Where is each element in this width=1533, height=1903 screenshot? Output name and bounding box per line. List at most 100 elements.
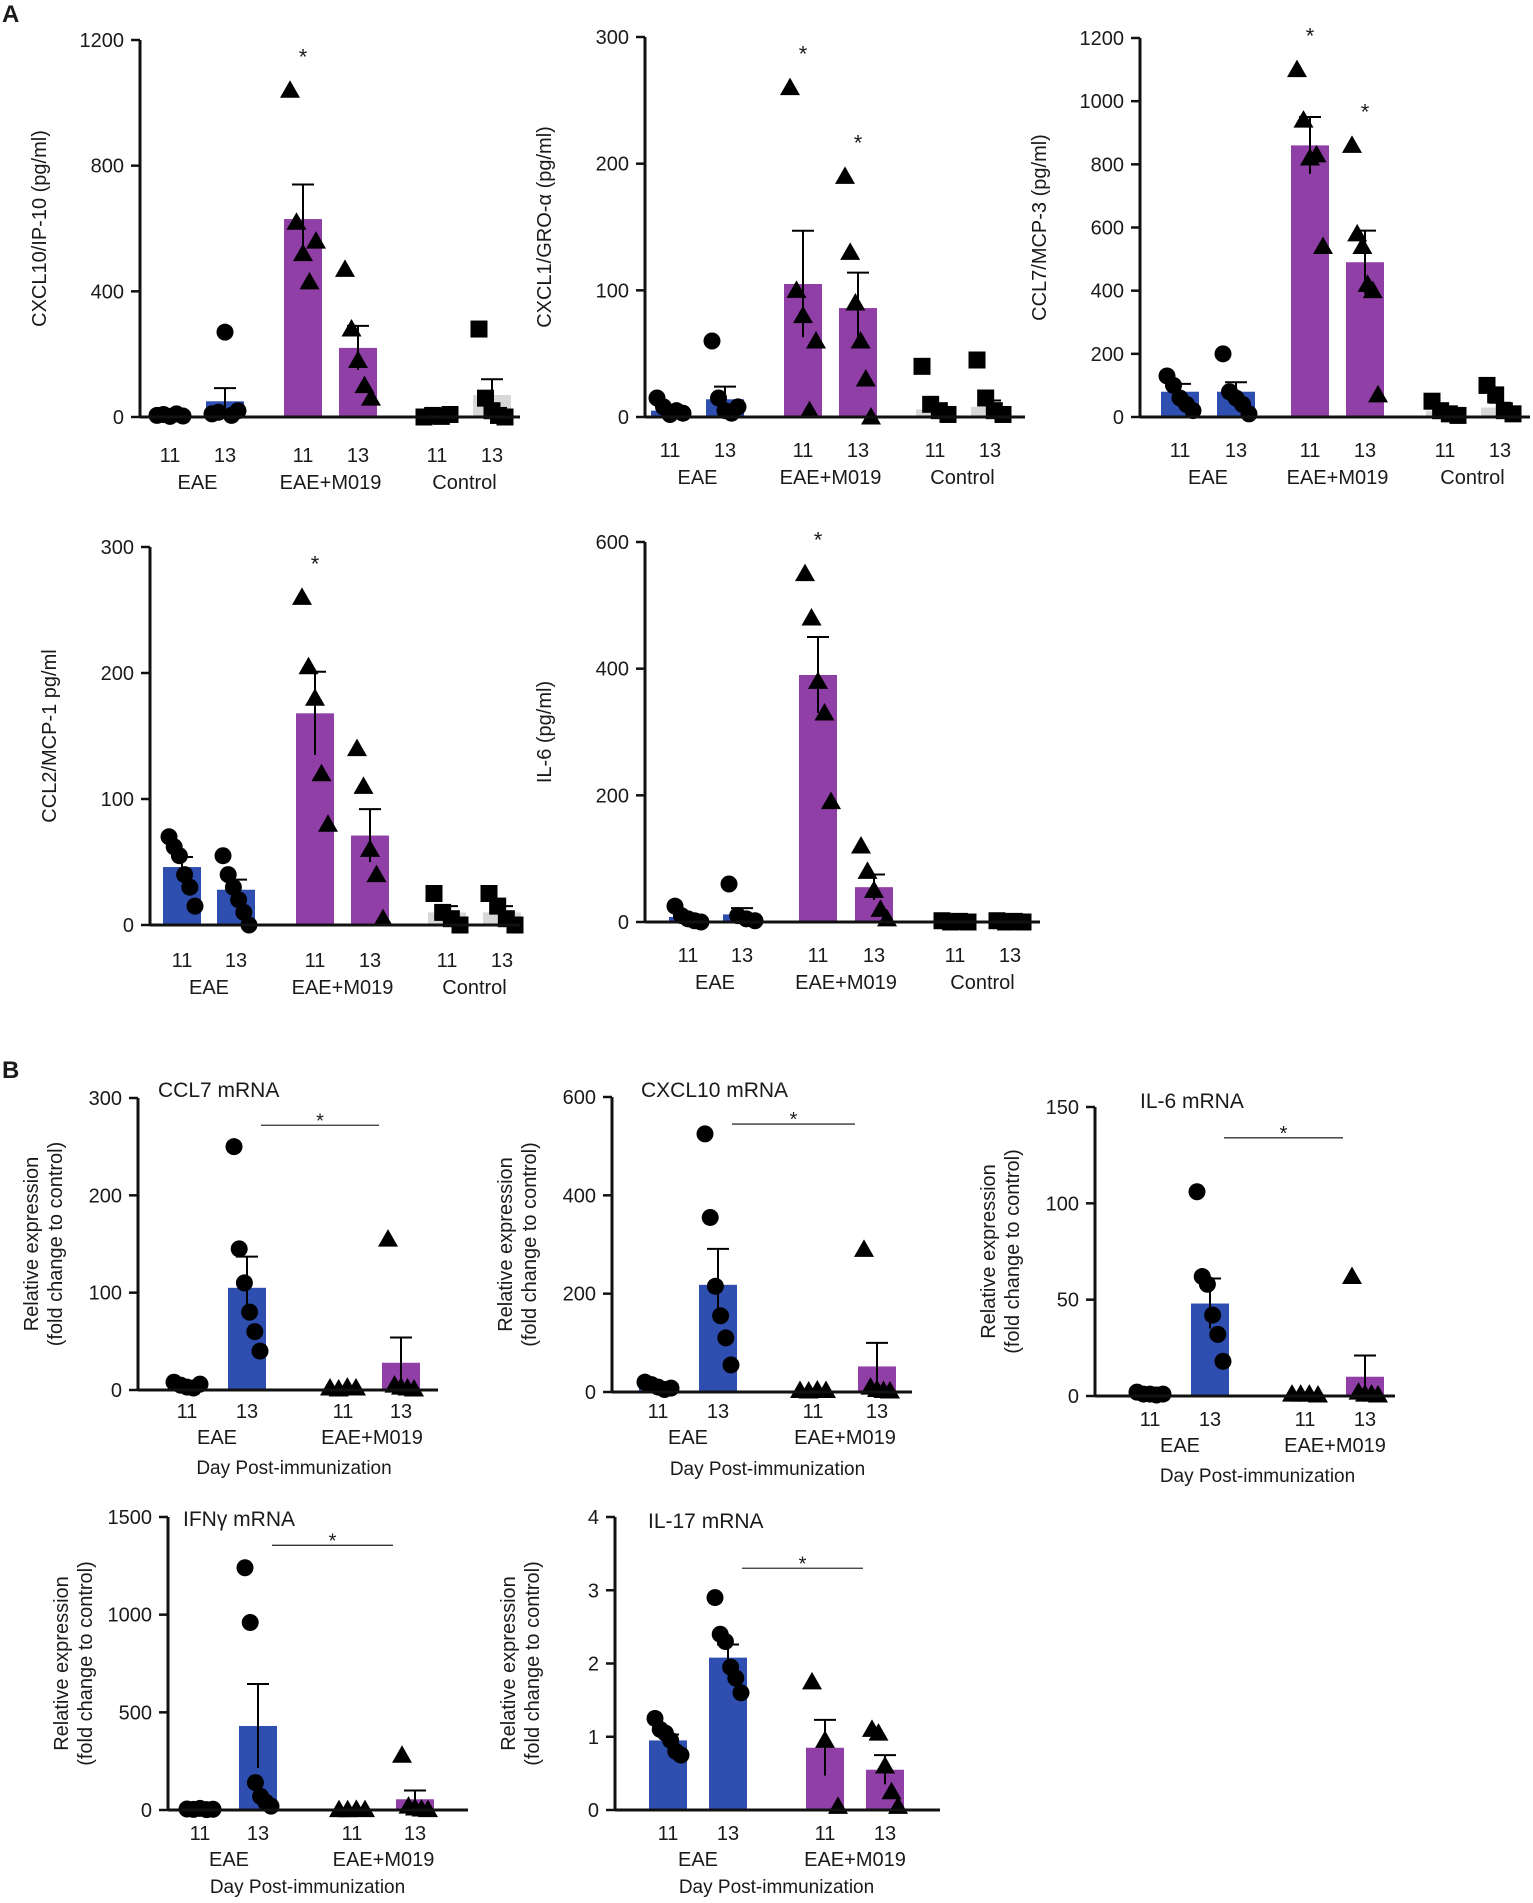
data-point-triangle <box>857 861 878 879</box>
data-point-triangle <box>786 280 807 298</box>
x-day-label: 11 <box>333 1401 354 1423</box>
data-point-triangle <box>280 80 300 98</box>
data-point-triangle <box>305 688 325 706</box>
y-tick-label: 0 <box>1068 1386 1079 1408</box>
x-group-label: EAE <box>189 977 229 999</box>
data-point-triangle <box>875 1756 895 1774</box>
data-point-triangle <box>335 259 355 277</box>
y-tick-label: 1000 <box>1080 91 1125 113</box>
x-axis-label: Day Post-immunization <box>670 1459 865 1480</box>
data-point-circle <box>710 389 727 407</box>
bar <box>1291 145 1329 417</box>
x-group-label: EAE+M019 <box>321 1427 423 1449</box>
data-point-triangle <box>799 400 820 419</box>
data-point-triangle <box>815 1730 835 1748</box>
data-point-triangle <box>418 1799 438 1818</box>
data-point-triangle <box>347 738 367 757</box>
data-point-circle <box>672 1746 690 1764</box>
x-day-label: 13 <box>999 945 1021 967</box>
chart-title: IL-17 mRNA <box>648 1510 764 1533</box>
chart-4: 0 200 400 600 IL-6 (pg/ml) 11 13 11 13 11 13 EAE EAE… <box>534 528 1040 994</box>
y-tick-label: 0 <box>111 1380 122 1402</box>
x-group-label: EAE+M019 <box>795 972 897 994</box>
data-point-circle <box>1209 1325 1227 1343</box>
x-day-label: 13 <box>731 945 753 967</box>
comparison-star: * <box>1280 1123 1288 1145</box>
y-axis-label: Relative expression <box>498 1576 520 1751</box>
y-tick-label: 200 <box>596 785 629 807</box>
data-point-circle <box>720 875 738 893</box>
data-point-triangle <box>1287 59 1307 78</box>
x-day-label: 13 <box>214 445 236 467</box>
significance-star: * <box>1306 24 1315 49</box>
y-axis-label: CCL7/MCP-3 (pg/ml) <box>1029 134 1051 321</box>
data-point-circle <box>246 1774 264 1792</box>
x-day-label: 13 <box>390 1401 412 1423</box>
x-group-label: EAE+M019 <box>292 977 394 999</box>
y-tick-label: 0 <box>113 407 124 429</box>
y-tick-label: 200 <box>101 663 134 685</box>
data-point-triangle <box>1308 1385 1328 1403</box>
data-point-triangle <box>366 864 387 883</box>
chart-0: 0 400 800 1200 CXCL10/IP-10 (pg/ml) 11 13 11 13 1… <box>29 30 520 494</box>
x-group-label: EAE+M019 <box>804 1849 906 1871</box>
x-group-label: Control <box>442 977 506 999</box>
y-tick-label: 800 <box>91 156 124 178</box>
data-point-triangle <box>292 587 312 605</box>
x-group-label: EAE+M019 <box>780 467 882 489</box>
chart-2: 0 200 400 600 800 1000 1200 CCL7/MCP-3 (pg/ml) 1… <box>1029 24 1530 489</box>
x-day-label: 11 <box>1140 1409 1161 1431</box>
x-day-label: 11 <box>803 1401 824 1423</box>
x-group-label: EAE <box>678 1849 718 1871</box>
data-point-triangle <box>1313 236 1333 254</box>
data-point-circle <box>230 1240 248 1258</box>
data-point-triangle <box>780 77 800 96</box>
x-day-label: 11 <box>1170 440 1191 462</box>
data-point-triangle <box>880 1381 900 1399</box>
y-axis-label: (fold change to control) <box>519 1142 541 1347</box>
y-tick-label: 1000 <box>108 1605 153 1627</box>
x-day-label: 13 <box>1354 440 1376 462</box>
y-axis-label: CXCL1/GRO-α (pg/ml) <box>534 126 556 328</box>
data-point-triangle <box>835 166 855 184</box>
data-point-triangle <box>360 839 380 857</box>
y-tick-label: 0 <box>588 1800 599 1822</box>
x-group-label: EAE+M019 <box>794 1427 896 1449</box>
y-tick-label: 300 <box>596 27 629 49</box>
y-axis-label: (fold change to control) <box>45 1142 67 1347</box>
x-group-label: Control <box>950 972 1014 994</box>
panel-label-b: B <box>2 1057 19 1084</box>
data-point-square <box>1504 405 1522 423</box>
data-point-triangle <box>311 763 332 782</box>
x-day-label: 11 <box>808 945 829 967</box>
y-tick-label: 100 <box>596 280 629 302</box>
data-point-triangle <box>341 319 362 337</box>
x-day-label: 11 <box>815 1823 836 1845</box>
data-point-circle <box>1165 376 1182 394</box>
x-day-label: 11 <box>793 440 814 462</box>
data-point-circle <box>241 1303 259 1321</box>
data-point-triangle <box>1368 384 1388 403</box>
y-tick-label: 400 <box>596 659 629 681</box>
data-point-circle <box>251 1342 269 1360</box>
data-point-square <box>1487 386 1505 404</box>
comparison-star: * <box>799 1553 807 1575</box>
data-point-triangle <box>801 608 822 626</box>
y-axis-label: IL-6 (pg/ml) <box>534 681 556 783</box>
data-point-circle <box>241 1613 259 1631</box>
data-point-circle <box>1204 1306 1222 1324</box>
x-day-label: 13 <box>1199 1409 1221 1431</box>
data-point-circle <box>1198 1275 1216 1293</box>
chart-title: CXCL10 mRNA <box>641 1079 788 1102</box>
data-point-triangle <box>318 814 338 832</box>
x-day-label: 11 <box>427 445 448 467</box>
data-point-triangle <box>373 908 393 927</box>
data-point-circle <box>186 897 204 915</box>
y-tick-label: 600 <box>596 532 629 554</box>
data-point-circle <box>216 323 234 341</box>
data-point-triangle <box>821 791 841 810</box>
x-day-label: 11 <box>925 440 946 462</box>
chart-title: IL-6 mRNA <box>1140 1090 1244 1113</box>
y-tick-label: 4 <box>588 1507 599 1529</box>
